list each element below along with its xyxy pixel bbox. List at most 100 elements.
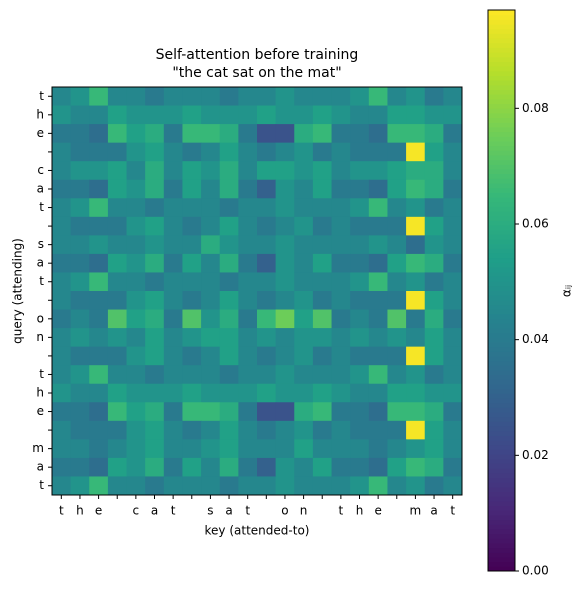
- heatmap-cell: [145, 328, 165, 348]
- colorbar-segment: [488, 435, 515, 441]
- heatmap-cell: [70, 124, 90, 144]
- heatmap-cell: [294, 402, 314, 422]
- colorbar-segment: [488, 379, 515, 385]
- heatmap-cell: [331, 235, 351, 255]
- colorbar-segment: [488, 262, 515, 268]
- heatmap-cell: [443, 272, 463, 292]
- colorbar-segment: [488, 449, 515, 455]
- heatmap-cell: [145, 291, 165, 311]
- heatmap-cell: [238, 161, 258, 181]
- heatmap-cell: [312, 309, 333, 329]
- y-tick-label: e: [37, 126, 44, 140]
- heatmap-cell: [238, 142, 258, 162]
- colorbar-segment: [488, 61, 515, 67]
- heatmap-cell: [368, 365, 388, 385]
- heatmap-cell: [312, 253, 333, 273]
- colorbar-segment: [488, 374, 515, 380]
- heatmap-cell: [145, 253, 165, 273]
- heatmap-cell: [182, 439, 202, 459]
- heatmap-cell: [219, 124, 239, 144]
- heatmap-cell: [387, 179, 407, 199]
- heatmap-cell: [424, 402, 444, 422]
- heatmap-cell: [424, 216, 444, 236]
- heatmap-cell: [70, 309, 90, 329]
- heatmap-cell: [163, 124, 183, 144]
- colorbar-segment: [488, 323, 515, 329]
- colorbar-segment: [488, 211, 515, 217]
- heatmap-cell: [145, 476, 165, 496]
- heatmap-cell: [331, 253, 351, 273]
- heatmap-cell: [350, 87, 370, 107]
- heatmap-cell: [201, 253, 221, 273]
- heatmap-cell: [275, 87, 295, 107]
- heatmap-cell: [238, 179, 258, 199]
- heatmap-cell: [331, 309, 351, 329]
- heatmap-cell: [70, 365, 90, 385]
- heatmap-cell: [107, 383, 128, 403]
- y-tick-label: m: [32, 441, 44, 455]
- heatmap-cell: [219, 383, 239, 403]
- heatmap-cell: [331, 291, 351, 311]
- heatmap-cell: [52, 346, 72, 366]
- heatmap-cell: [219, 346, 239, 366]
- heatmap-cell: [257, 291, 277, 311]
- heatmap-cell: [219, 87, 239, 107]
- heatmap-cell: [387, 457, 407, 477]
- colorbar-segment: [488, 168, 515, 175]
- heatmap-cell: [368, 439, 388, 459]
- heatmap-cell: [350, 216, 370, 236]
- heatmap-cell: [368, 383, 388, 403]
- heatmap-cell: [70, 272, 90, 292]
- heatmap-cell: [275, 198, 295, 218]
- heatmap-cell: [126, 365, 146, 385]
- heatmap-cell: [107, 235, 128, 255]
- colorbar-segment: [488, 341, 515, 348]
- heatmap-cell: [257, 457, 277, 477]
- colorbar-segment: [488, 150, 515, 156]
- heatmap-cell: [275, 179, 295, 199]
- colorbar-segment: [488, 187, 515, 193]
- heatmap-cell: [424, 346, 444, 366]
- heatmap-cell: [424, 198, 444, 218]
- heatmap-cell: [424, 439, 444, 459]
- colorbar-segment: [488, 108, 515, 114]
- colorbar-tick-label: 0.02: [522, 448, 549, 462]
- heatmap-cell: [52, 87, 72, 107]
- colorbar-segment: [488, 486, 515, 493]
- heatmap-cell: [312, 328, 333, 348]
- heatmap-cell: [331, 439, 351, 459]
- heatmap-cell: [443, 365, 463, 385]
- heatmap-cell: [331, 216, 351, 236]
- heatmap-cell: [89, 161, 109, 181]
- heatmap-cell: [126, 457, 146, 477]
- heatmap-cell: [89, 309, 109, 329]
- heatmap-cell: [219, 161, 239, 181]
- y-tick-label: e: [37, 404, 44, 418]
- colorbar-segment: [488, 290, 515, 296]
- heatmap-cell: [312, 439, 333, 459]
- y-tick-label: c: [37, 163, 44, 177]
- colorbar-segment: [488, 257, 515, 263]
- heatmap-cell: [424, 291, 444, 311]
- heatmap-cell: [107, 216, 128, 236]
- x-tick-label: a: [430, 504, 437, 518]
- heatmap-cell: [331, 161, 351, 181]
- heatmap-cell: [182, 383, 202, 403]
- heatmap-cell: [443, 309, 463, 329]
- heatmap-cell: [182, 365, 202, 385]
- heatmap-cell: [350, 105, 370, 125]
- heatmap-cell: [312, 198, 333, 218]
- heatmap-cell: [275, 383, 295, 403]
- heatmap-cell: [201, 124, 221, 144]
- heatmap-cell: [52, 476, 72, 496]
- heatmap-cell: [350, 272, 370, 292]
- heatmap-cell: [238, 365, 258, 385]
- chart-subtitle: "the cat sat on the mat": [172, 65, 341, 81]
- heatmap-cell: [424, 87, 444, 107]
- heatmap-cell: [238, 87, 258, 107]
- y-tick-label: o: [37, 311, 44, 325]
- heatmap-cell: [238, 420, 258, 440]
- x-tick-label: m: [410, 504, 422, 518]
- heatmap-cell: [443, 476, 463, 496]
